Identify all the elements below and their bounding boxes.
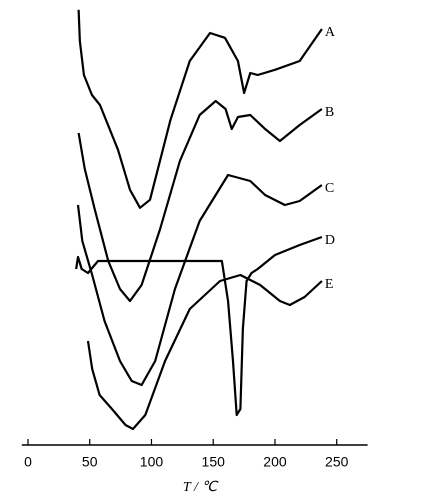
curve-label: D [325, 233, 335, 248]
x-tick-label: 200 [263, 454, 287, 470]
x-tick-label: 50 [82, 454, 98, 470]
x-tick-label: 150 [202, 454, 226, 470]
x-axis-label: T / ℃ [183, 480, 219, 495]
curve-label: E [325, 277, 334, 292]
curve [86, 273, 323, 431]
x-tick-label: 0 [24, 454, 32, 470]
curve [77, 9, 323, 209]
curve [75, 235, 323, 417]
curve [76, 173, 323, 387]
x-tick-label: 100 [140, 454, 164, 470]
curve [77, 99, 323, 303]
curve-label: B [325, 105, 334, 120]
curve-label: A [325, 25, 336, 40]
curve-label: C [325, 181, 334, 196]
x-tick-label: 250 [325, 454, 349, 470]
